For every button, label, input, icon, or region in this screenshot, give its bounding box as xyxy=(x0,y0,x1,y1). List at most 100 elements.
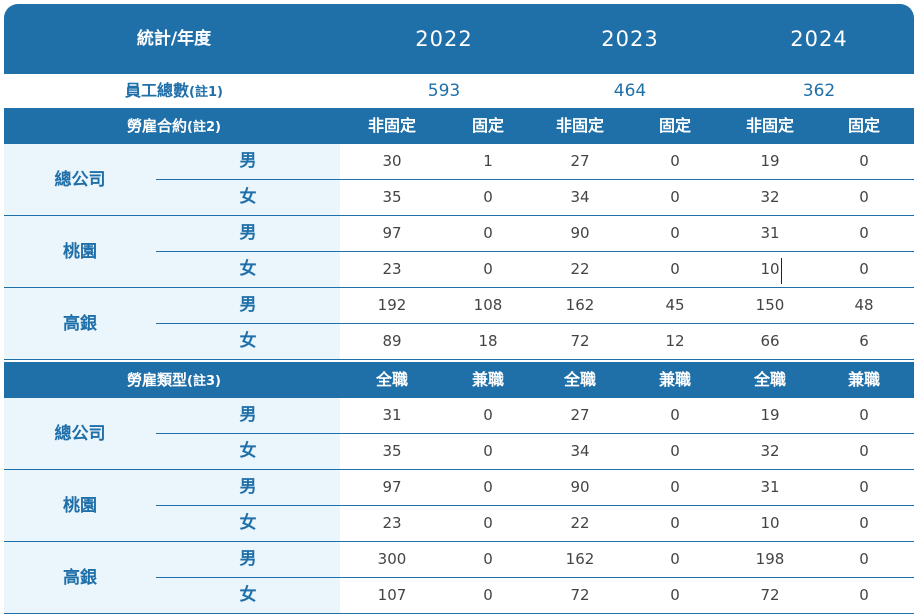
total-note: (註1) xyxy=(189,85,223,100)
table-header: 統計/年度 2022 2023 2024 xyxy=(4,4,914,74)
value-cell: 198 xyxy=(755,550,785,568)
value-cell: 27 xyxy=(570,152,590,170)
group-label: 高銀 xyxy=(4,542,156,614)
column-header: 兼職 xyxy=(471,370,504,389)
value-cell: 0 xyxy=(483,478,493,496)
group-label: 桃園 xyxy=(4,470,156,542)
value-cell: 97 xyxy=(382,478,402,496)
table-row: 女 89 18 72 12 66 6 xyxy=(156,324,914,360)
column-header: 兼職 xyxy=(658,370,691,389)
total-2024: 362 xyxy=(802,81,836,101)
value-cell: 300 xyxy=(377,550,407,568)
gender-label: 男 xyxy=(156,542,340,577)
value-cell: 0 xyxy=(670,188,680,206)
column-header: 全職 xyxy=(563,370,596,389)
value-cell: 107 xyxy=(377,586,407,604)
header-label: 統計/年度 xyxy=(136,29,212,49)
value-cell: 18 xyxy=(478,332,498,350)
value-cell: 27 xyxy=(570,406,590,424)
value-cell: 0 xyxy=(670,152,680,170)
gender-label: 女 xyxy=(156,180,340,215)
value-cell: 89 xyxy=(382,332,402,350)
value-cell: 31 xyxy=(760,478,780,496)
value-cell: 72 xyxy=(570,332,590,350)
value-cell: 0 xyxy=(670,586,680,604)
table-row: 男 192 108 162 45 150 48 xyxy=(156,288,914,324)
table-row: 女 35 0 34 0 32 0 xyxy=(156,180,914,216)
value-cell: 90 xyxy=(570,478,590,496)
value-cell: 0 xyxy=(670,550,680,568)
section-label: 勞雇合約(註2) xyxy=(4,108,344,144)
table-row: 女 35 0 34 0 32 0 xyxy=(156,434,914,470)
section-note: (註3) xyxy=(187,374,221,389)
total-label: 員工總數(註1) xyxy=(4,74,344,108)
value-cell: 22 xyxy=(570,260,590,278)
gender-label: 男 xyxy=(156,288,340,323)
value-cell: 162 xyxy=(565,296,595,314)
section-header: 勞雇合約(註2) 非固定 固定 非固定 固定 非固定 固定 xyxy=(4,108,914,144)
value-cell: 35 xyxy=(382,442,402,460)
value-cell: 108 xyxy=(473,296,503,314)
value-cell: 0 xyxy=(483,260,493,278)
column-header: 固定 xyxy=(658,116,691,135)
table-row: 女 23 0 22 0 10 0 xyxy=(156,252,914,288)
column-header: 非固定 xyxy=(367,116,416,135)
value-cell: 66 xyxy=(760,332,780,350)
value-cell: 162 xyxy=(565,550,595,568)
value-cell: 31 xyxy=(760,224,780,242)
group-label: 桃園 xyxy=(4,216,156,288)
gender-label: 女 xyxy=(156,506,340,541)
year-2022: 2022 xyxy=(415,27,473,51)
value-cell: 12 xyxy=(665,332,685,350)
value-cell: 0 xyxy=(483,514,493,532)
value-cell: 192 xyxy=(377,296,407,314)
section-note: (註2) xyxy=(187,120,221,135)
value-cell: 48 xyxy=(854,296,874,314)
value-cell: 0 xyxy=(670,442,680,460)
value-cell: 0 xyxy=(483,224,493,242)
total-2022: 593 xyxy=(427,81,461,101)
section-header: 勞雇類型(註3) 全職 兼職 全職 兼職 全職 兼職 xyxy=(4,362,914,398)
value-cell: 10 xyxy=(760,514,780,532)
column-header: 全職 xyxy=(375,370,408,389)
gender-label: 男 xyxy=(156,470,340,505)
total-employees-row: 員工總數(註1) 593 464 362 xyxy=(4,74,914,108)
year-2024: 2024 xyxy=(790,27,848,51)
value-cell: 30 xyxy=(382,152,402,170)
gender-label: 男 xyxy=(156,216,340,251)
total-2023: 464 xyxy=(613,81,647,101)
group-label: 總公司 xyxy=(4,398,156,470)
gender-label: 女 xyxy=(156,252,340,287)
value-cell: 45 xyxy=(665,296,685,314)
gender-label: 女 xyxy=(156,434,340,469)
value-cell: 0 xyxy=(859,260,869,278)
table-row: 男 31 0 27 0 19 0 xyxy=(156,398,914,434)
group-label: 總公司 xyxy=(4,144,156,216)
value-cell: 0 xyxy=(859,442,869,460)
value-cell: 22 xyxy=(570,514,590,532)
section-label-text: 勞雇類型 xyxy=(127,371,188,389)
table-row: 女 23 0 22 0 10 0 xyxy=(156,506,914,542)
value-cell: 0 xyxy=(859,152,869,170)
value-cell: 19 xyxy=(760,152,780,170)
value-cell: 0 xyxy=(859,406,869,424)
column-header: 固定 xyxy=(471,116,504,135)
value-cell: 0 xyxy=(859,188,869,206)
group-label: 高銀 xyxy=(4,288,156,360)
value-cell: 32 xyxy=(760,442,780,460)
gender-label: 女 xyxy=(156,578,340,613)
value-cell: 90 xyxy=(570,224,590,242)
value-cell: 19 xyxy=(760,406,780,424)
value-cell: 0 xyxy=(483,188,493,206)
value-cell: 0 xyxy=(859,478,869,496)
value-cell: 0 xyxy=(859,514,869,532)
table-row: 男 300 0 162 0 198 0 xyxy=(156,542,914,578)
value-cell: 34 xyxy=(570,188,590,206)
value-cell: 0 xyxy=(483,406,493,424)
value-cell: 0 xyxy=(670,224,680,242)
value-cell: 97 xyxy=(382,224,402,242)
value-cell: 34 xyxy=(570,442,590,460)
value-cell: 0 xyxy=(859,224,869,242)
value-cell: 0 xyxy=(859,550,869,568)
value-cell: 0 xyxy=(483,442,493,460)
